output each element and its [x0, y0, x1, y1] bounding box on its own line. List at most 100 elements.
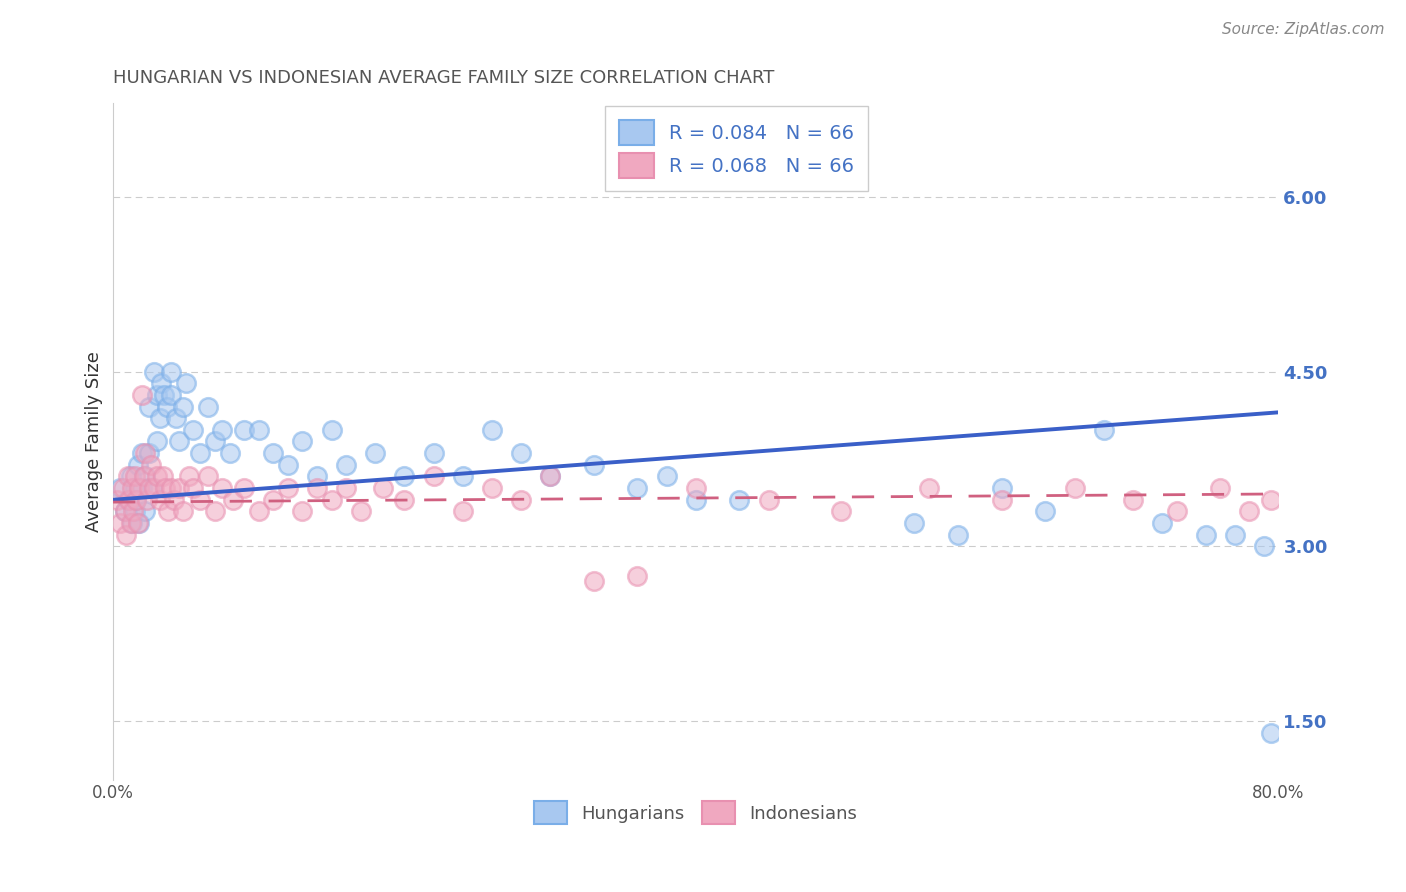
Point: [120, 516, 142, 530]
Point: [107, 492, 129, 507]
Point: [145, 434, 167, 449]
Point: [117, 492, 139, 507]
Point: [451, 504, 474, 518]
Point: [125, 492, 148, 507]
Point: [114, 504, 136, 518]
Point: [131, 481, 153, 495]
Point: [152, 469, 174, 483]
Point: [112, 481, 135, 495]
Point: [1195, 528, 1218, 542]
Point: [139, 458, 162, 472]
Text: Source: ZipAtlas.com: Source: ZipAtlas.com: [1222, 22, 1385, 37]
Point: [990, 492, 1012, 507]
Point: [125, 492, 148, 507]
Point: [157, 504, 180, 518]
Point: [167, 434, 190, 449]
Point: [1260, 492, 1282, 507]
Point: [149, 492, 172, 507]
Point: [190, 492, 212, 507]
Point: [174, 376, 197, 391]
Text: HUNGARIAN VS INDONESIAN AVERAGE FAMILY SIZE CORRELATION CHART: HUNGARIAN VS INDONESIAN AVERAGE FAMILY S…: [112, 69, 775, 87]
Point: [149, 411, 172, 425]
Point: [481, 423, 503, 437]
Point: [1122, 492, 1144, 507]
Point: [134, 446, 156, 460]
Point: [110, 481, 132, 495]
Point: [1260, 726, 1282, 740]
Point: [204, 504, 226, 518]
Point: [115, 528, 138, 542]
Point: [155, 481, 177, 495]
Point: [233, 481, 256, 495]
Point: [728, 492, 751, 507]
Point: [177, 469, 200, 483]
Point: [510, 492, 533, 507]
Point: [247, 504, 270, 518]
Point: [142, 365, 165, 379]
Point: [394, 492, 416, 507]
Point: [1239, 504, 1261, 518]
Point: [128, 516, 150, 530]
Point: [221, 492, 243, 507]
Point: [1223, 528, 1246, 542]
Point: [160, 388, 183, 402]
Point: [422, 446, 444, 460]
Point: [122, 504, 145, 518]
Point: [110, 516, 132, 530]
Point: [218, 446, 240, 460]
Point: [451, 469, 474, 483]
Point: [247, 423, 270, 437]
Point: [538, 469, 561, 483]
Point: [172, 400, 194, 414]
Point: [118, 492, 141, 507]
Point: [1035, 504, 1057, 518]
Point: [132, 469, 155, 483]
Point: [582, 574, 605, 589]
Point: [145, 388, 167, 402]
Point: [655, 469, 678, 483]
Point: [141, 481, 163, 495]
Point: [321, 492, 343, 507]
Point: [190, 446, 212, 460]
Point: [121, 481, 143, 495]
Point: [335, 458, 357, 472]
Point: [117, 469, 139, 483]
Point: [262, 492, 284, 507]
Point: [181, 423, 204, 437]
Point: [124, 504, 146, 518]
Point: [538, 469, 561, 483]
Point: [903, 516, 925, 530]
Legend: Hungarians, Indonesians: Hungarians, Indonesians: [527, 794, 865, 831]
Point: [121, 516, 143, 530]
Point: [160, 481, 183, 495]
Point: [510, 446, 533, 460]
Point: [134, 469, 156, 483]
Point: [1209, 481, 1232, 495]
Point: [582, 458, 605, 472]
Point: [830, 504, 852, 518]
Point: [305, 481, 328, 495]
Point: [1253, 540, 1275, 554]
Point: [211, 481, 233, 495]
Point: [127, 458, 149, 472]
Point: [138, 400, 160, 414]
Point: [160, 365, 183, 379]
Point: [481, 481, 503, 495]
Point: [138, 446, 160, 460]
Point: [422, 469, 444, 483]
Point: [277, 481, 299, 495]
Point: [120, 469, 142, 483]
Point: [371, 481, 394, 495]
Point: [181, 481, 204, 495]
Point: [165, 411, 187, 425]
Point: [124, 469, 146, 483]
Point: [918, 481, 941, 495]
Point: [233, 423, 256, 437]
Point: [131, 388, 153, 402]
Point: [305, 469, 328, 483]
Point: [946, 528, 969, 542]
Point: [685, 492, 707, 507]
Point: [321, 423, 343, 437]
Point: [335, 481, 357, 495]
Point: [1092, 423, 1115, 437]
